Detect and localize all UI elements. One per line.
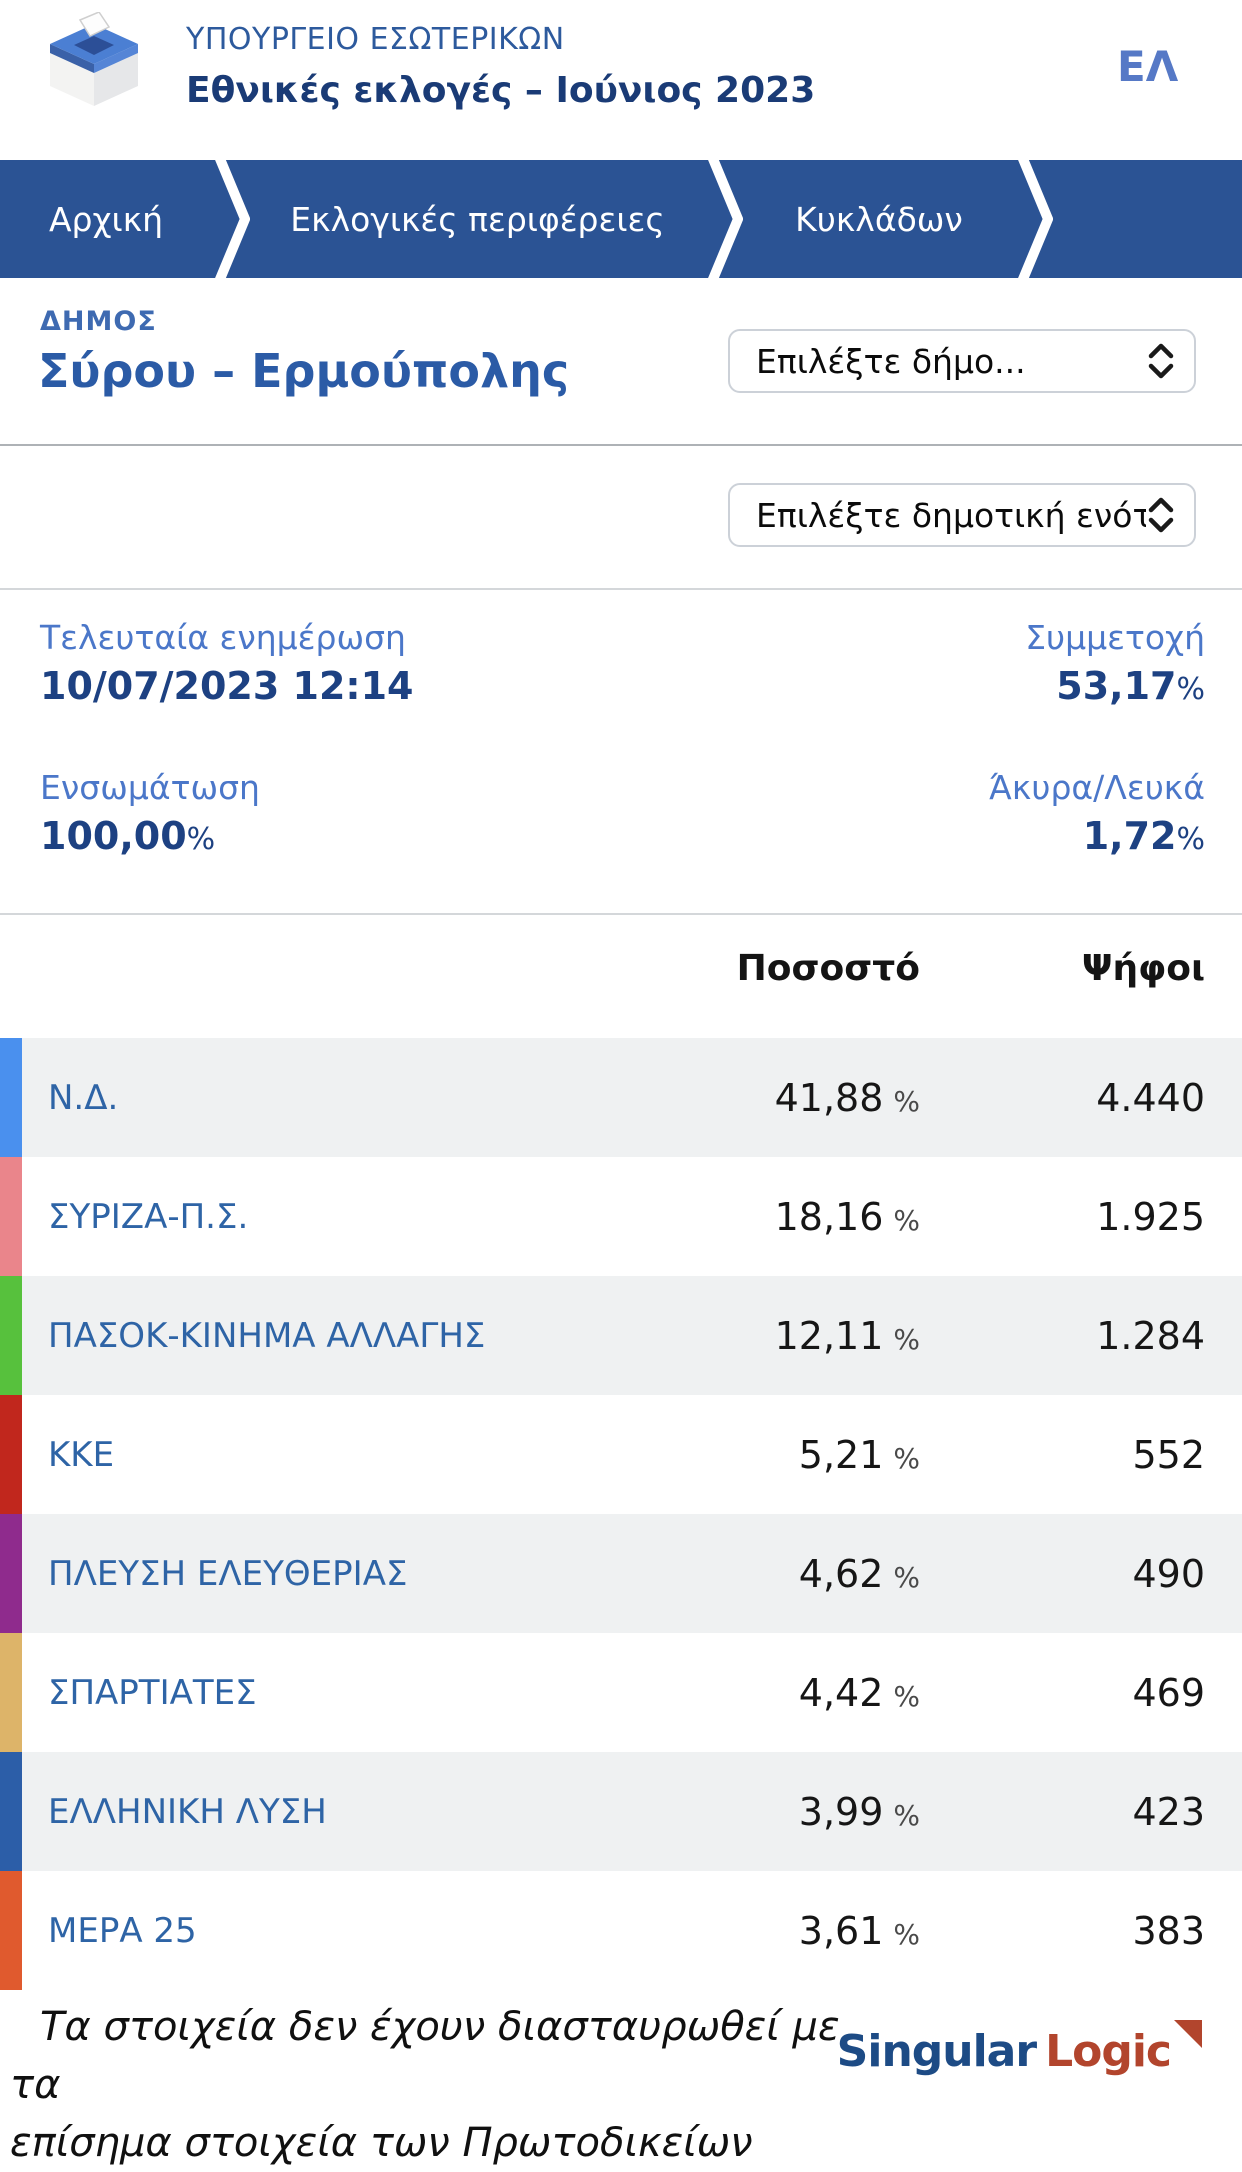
party-color-bar	[0, 1871, 22, 1990]
percent-value: 12,11%	[774, 1313, 920, 1358]
table-row: ΠΑΣΟΚ-ΚΙΝΗΜΑ ΑΛΛΑΓΗΣ 12,11% 1.284	[0, 1276, 1242, 1395]
percent-sign: %	[1176, 672, 1205, 707]
party-color-bar	[0, 1157, 22, 1276]
votes-value: 552	[1132, 1432, 1205, 1477]
votes-value: 383	[1132, 1908, 1205, 1953]
votes-column-header: Ψήφοι	[1081, 948, 1205, 989]
percent-value: 4,42%	[798, 1670, 920, 1715]
breadcrumb-item-cyclades[interactable]: Κυκλάδων	[795, 199, 963, 239]
party-link[interactable]: ΚΚΕ	[48, 1434, 115, 1475]
chevron-right-icon	[708, 160, 743, 278]
table-row: ΕΛΛΗΝΙΚΗ ΛΥΣΗ 3,99% 423	[0, 1752, 1242, 1871]
percent-column-header: Ποσοστό	[736, 948, 920, 989]
votes-value: 490	[1132, 1551, 1205, 1596]
percent-value: 18,16%	[774, 1194, 920, 1239]
party-link[interactable]: ΣΠΑΡΤΙΑΤΕΣ	[48, 1672, 257, 1713]
municipal-unit-select-value: Επιλέξτε δημοτική ενότ	[756, 495, 1146, 535]
party-link[interactable]: ΕΛΛΗΝΙΚΗ ΛΥΣΗ	[48, 1791, 327, 1832]
language-toggle[interactable]: ΕΛ	[1117, 42, 1179, 91]
party-link[interactable]: Ν.Δ.	[48, 1077, 119, 1118]
municipality-select-value: Επιλέξτε δήμο...	[756, 341, 1026, 381]
percent-value: 41,88%	[774, 1075, 920, 1120]
disclaimer: Τα στοιχεία δεν έχουν διασταυρωθεί με τα…	[10, 1998, 890, 2172]
logo-text-logic: Logic	[1045, 2026, 1172, 2077]
municipality-kicker: ΔΗΜΟΣ	[40, 306, 157, 337]
table-row: ΠΛΕΥΣΗ ΕΛΕΥΘΕΡΙΑΣ 4,62% 490	[0, 1514, 1242, 1633]
party-link[interactable]: ΠΑΣΟΚ-ΚΙΝΗΜΑ ΑΛΛΑΓΗΣ	[48, 1315, 486, 1356]
votes-value: 469	[1132, 1670, 1205, 1715]
table-row: ΚΚΕ 5,21% 552	[0, 1395, 1242, 1514]
percent-sign: %	[893, 1679, 920, 1713]
party-color-bar	[0, 1633, 22, 1752]
page: { "header": { "ministry": "ΥΠΟΥΡΓΕΙΟ ΕΣΩ…	[0, 11, 1242, 2166]
table-row: ΣΠΑΡΤΙΑΤΕΣ 4,42% 469	[0, 1633, 1242, 1752]
municipality-select[interactable]: Επιλέξτε δήμο...	[728, 329, 1196, 393]
triangle-flag-icon	[1174, 2020, 1202, 2048]
percent-value: 3,99%	[798, 1789, 920, 1834]
party-color-bar	[0, 1395, 22, 1514]
table-row: ΜΕΡΑ 25 3,61% 383	[0, 1871, 1242, 1990]
invalid-blank-value: 1,72%	[1082, 814, 1205, 858]
ballot-box-icon	[50, 11, 138, 106]
percent-sign: %	[186, 822, 216, 857]
party-link[interactable]: ΠΛΕΥΣΗ ΕΛΕΥΘΕΡΙΑΣ	[48, 1553, 408, 1594]
participation-label: Συμμετοχή	[1025, 618, 1205, 657]
table-row: Ν.Δ. 41,88% 4.440	[0, 1038, 1242, 1157]
percent-value: 4,62%	[798, 1551, 920, 1596]
breadcrumb: Αρχική Εκλογικές περιφέρειες Κυκλάδων	[0, 160, 1242, 278]
municipality-name: Σύρου – Ερμούπολης	[38, 344, 570, 398]
percent-sign: %	[893, 1322, 920, 1356]
divider	[0, 444, 1242, 446]
election-title: Εθνικές εκλογές – Ιούνιος 2023	[186, 70, 816, 111]
percent-sign: %	[893, 1084, 920, 1118]
percent-sign: %	[893, 1917, 920, 1951]
invalid-blank-label: Άκυρα/Λευκά	[989, 768, 1205, 807]
chevron-up-down-icon	[1148, 497, 1174, 533]
chevron-right-icon	[1018, 160, 1053, 278]
divider	[0, 588, 1242, 590]
last-update-value: 10/07/2023 12:14	[40, 664, 414, 708]
votes-value: 4.440	[1096, 1075, 1205, 1120]
percent-sign: %	[1176, 822, 1205, 857]
votes-value: 423	[1132, 1789, 1205, 1834]
breadcrumb-filler	[1053, 160, 1242, 278]
home-logo-link[interactable]	[40, 11, 148, 108]
party-color-bar	[0, 1038, 22, 1157]
participation-value: 53,17%	[1056, 664, 1205, 708]
party-color-bar	[0, 1276, 22, 1395]
percent-sign: %	[893, 1560, 920, 1594]
integration-label: Ενσωμάτωση	[40, 768, 260, 807]
party-link[interactable]: ΜΕΡΑ 25	[48, 1910, 197, 1951]
party-color-bar	[0, 1514, 22, 1633]
last-update-label: Τελευταία ενημέρωση	[40, 618, 406, 657]
percent-sign: %	[893, 1203, 920, 1237]
municipal-unit-select[interactable]: Επιλέξτε δημοτική ενότ	[728, 483, 1196, 547]
party-color-bar	[0, 1752, 22, 1871]
votes-value: 1.925	[1096, 1194, 1205, 1239]
percent-sign: %	[893, 1798, 920, 1832]
votes-value: 1.284	[1096, 1313, 1205, 1358]
percent-value: 5,21%	[798, 1432, 920, 1477]
breadcrumb-item-home[interactable]: Αρχική	[48, 199, 164, 239]
divider	[0, 913, 1242, 915]
logo-text-singular: Singular	[836, 2026, 1037, 2077]
party-link[interactable]: ΣΥΡΙΖΑ-Π.Σ.	[48, 1196, 249, 1237]
results-table: Ν.Δ. 41,88% 4.440 ΣΥΡΙΖΑ-Π.Σ. 18,16% 1.9…	[0, 1038, 1242, 1990]
disclaimer-line-2: επίσημα στοιχεία των Πρωτοδικείων	[10, 2120, 753, 2166]
percent-value: 3,61%	[798, 1908, 920, 1953]
ministry-name: ΥΠΟΥΡΓΕΙΟ ΕΣΩΤΕΡΙΚΩΝ	[186, 22, 565, 57]
chevron-right-icon	[215, 160, 250, 278]
table-row: ΣΥΡΙΖΑ-Π.Σ. 18,16% 1.925	[0, 1157, 1242, 1276]
breadcrumb-item-districts[interactable]: Εκλογικές περιφέρειες	[290, 199, 665, 239]
singularlogic-logo[interactable]: Singular Logic	[836, 2020, 1202, 2077]
chevron-up-down-icon	[1148, 343, 1174, 379]
percent-sign: %	[893, 1441, 920, 1475]
integration-value: 100,00%	[40, 814, 216, 858]
disclaimer-line-1: Τα στοιχεία δεν έχουν διασταυρωθεί με τα	[10, 2004, 840, 2108]
